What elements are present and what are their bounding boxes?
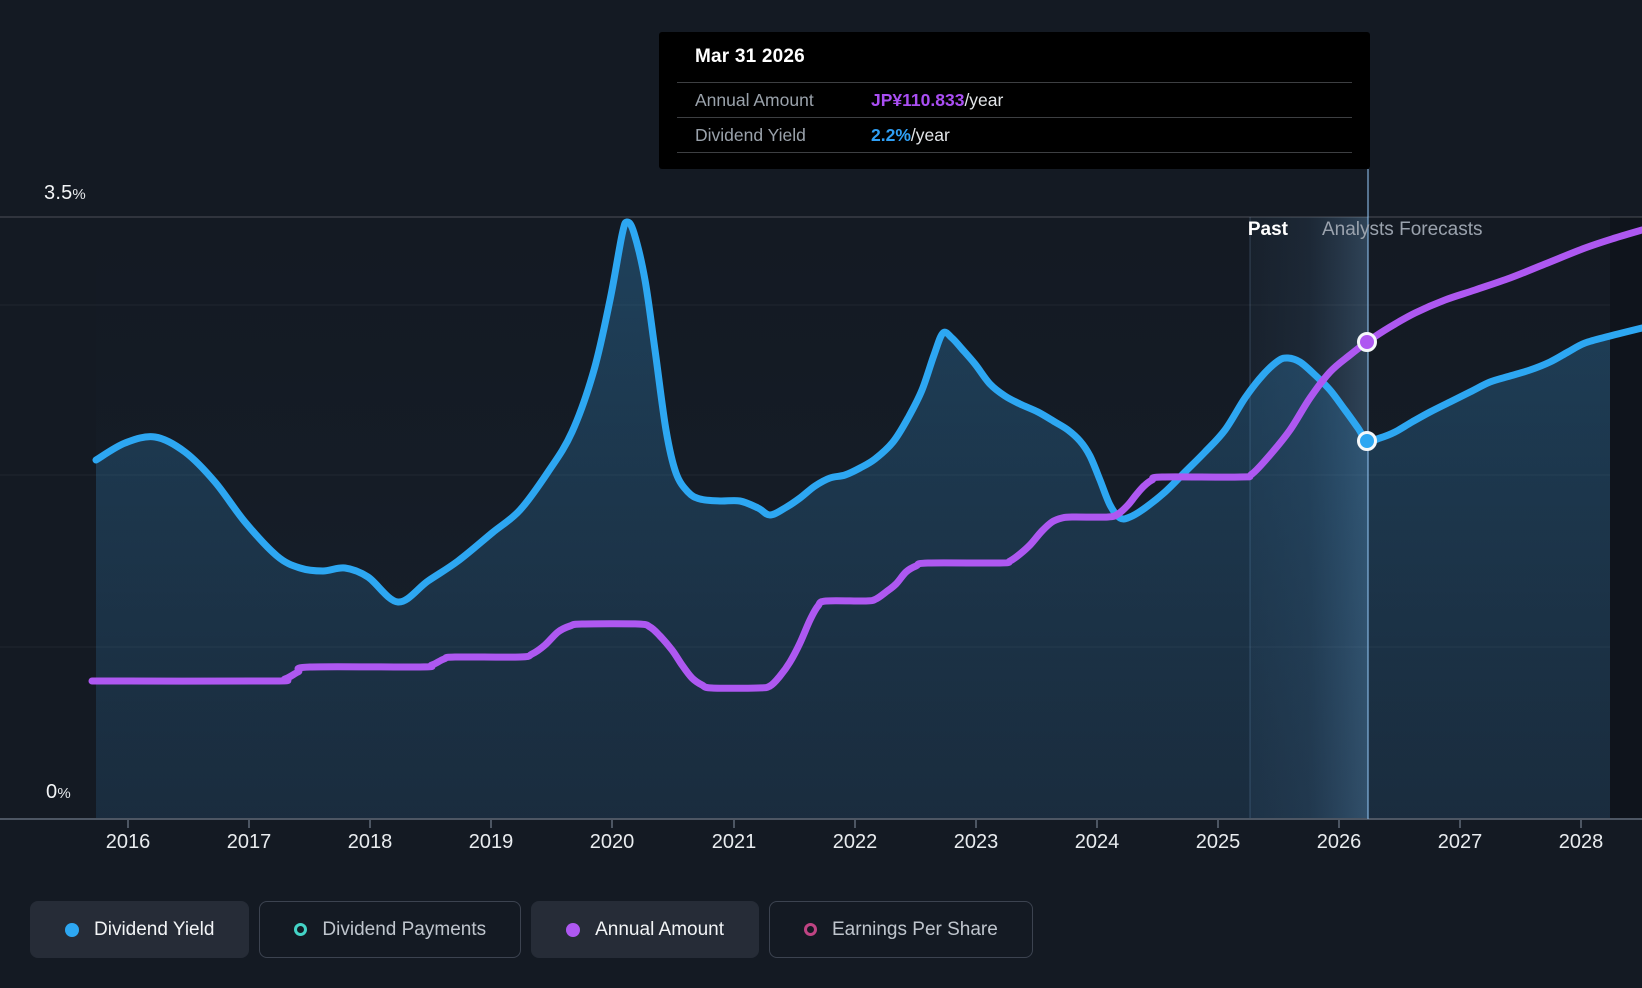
x-axis-year-label: 2020 (589, 831, 635, 853)
hover-tooltip: Mar 31 2026 Annual Amount JP¥110.833/yea… (659, 32, 1370, 169)
tooltip-value: 2.2% (871, 124, 911, 145)
x-axis-year-label: 2028 (1558, 831, 1604, 853)
dividend-yield-dot-icon (65, 922, 79, 937)
x-axis-year-label: 2016 (105, 831, 151, 853)
forecast-region-label: Analysts Forecasts (1322, 219, 1483, 240)
y-axis-min-label: 0% (46, 781, 71, 803)
x-axis-year-label: 2023 (953, 831, 999, 853)
past-region-label: Past (1247, 219, 1288, 240)
x-axis-year-label: 2019 (468, 831, 514, 853)
x-axis-year-label: 2022 (832, 831, 878, 853)
annual-amount-dot-icon (566, 922, 581, 937)
tooltip-row-dividend-yield: Dividend Yield 2.2%/year (677, 117, 1352, 152)
legend-dividend-yield-button[interactable]: Dividend Yield (30, 901, 250, 958)
y-axis-max-label: 3.5% (44, 182, 86, 204)
legend-dividend-payments-button[interactable]: Dividend Payments (259, 901, 522, 958)
tooltip-label: Annual Amount (695, 89, 814, 110)
legend-annual-amount-button[interactable]: Annual Amount (531, 901, 759, 958)
legend-earnings-per-share-button[interactable]: Earnings Per Share (769, 901, 1033, 958)
x-axis-year-label: 2025 (1195, 831, 1241, 853)
tooltip-label: Dividend Yield (695, 124, 806, 145)
tooltip-date: Mar 31 2026 (695, 46, 805, 67)
dividend-payments-ring-icon (294, 923, 308, 936)
earnings-per-share-ring-icon (804, 923, 817, 936)
x-axis-year-label: 2026 (1316, 831, 1362, 853)
x-axis-year-label: 2024 (1074, 831, 1120, 853)
x-axis-year-label: 2018 (347, 831, 393, 853)
chart-legend: Dividend Yield Dividend Payments Annual … (30, 901, 1033, 958)
tooltip-row-annual-amount: Annual Amount JP¥110.833/year (677, 82, 1352, 117)
x-axis-year-label: 2017 (226, 831, 272, 853)
x-axis-year-label: 2027 (1437, 831, 1483, 853)
x-axis-labels: 2016 2017 2018 2019 2020 2021 2022 2023 2024 2025… (0, 831, 1642, 859)
tooltip-value: JP¥110.833 (871, 89, 965, 110)
x-axis-year-label: 2021 (711, 831, 757, 853)
